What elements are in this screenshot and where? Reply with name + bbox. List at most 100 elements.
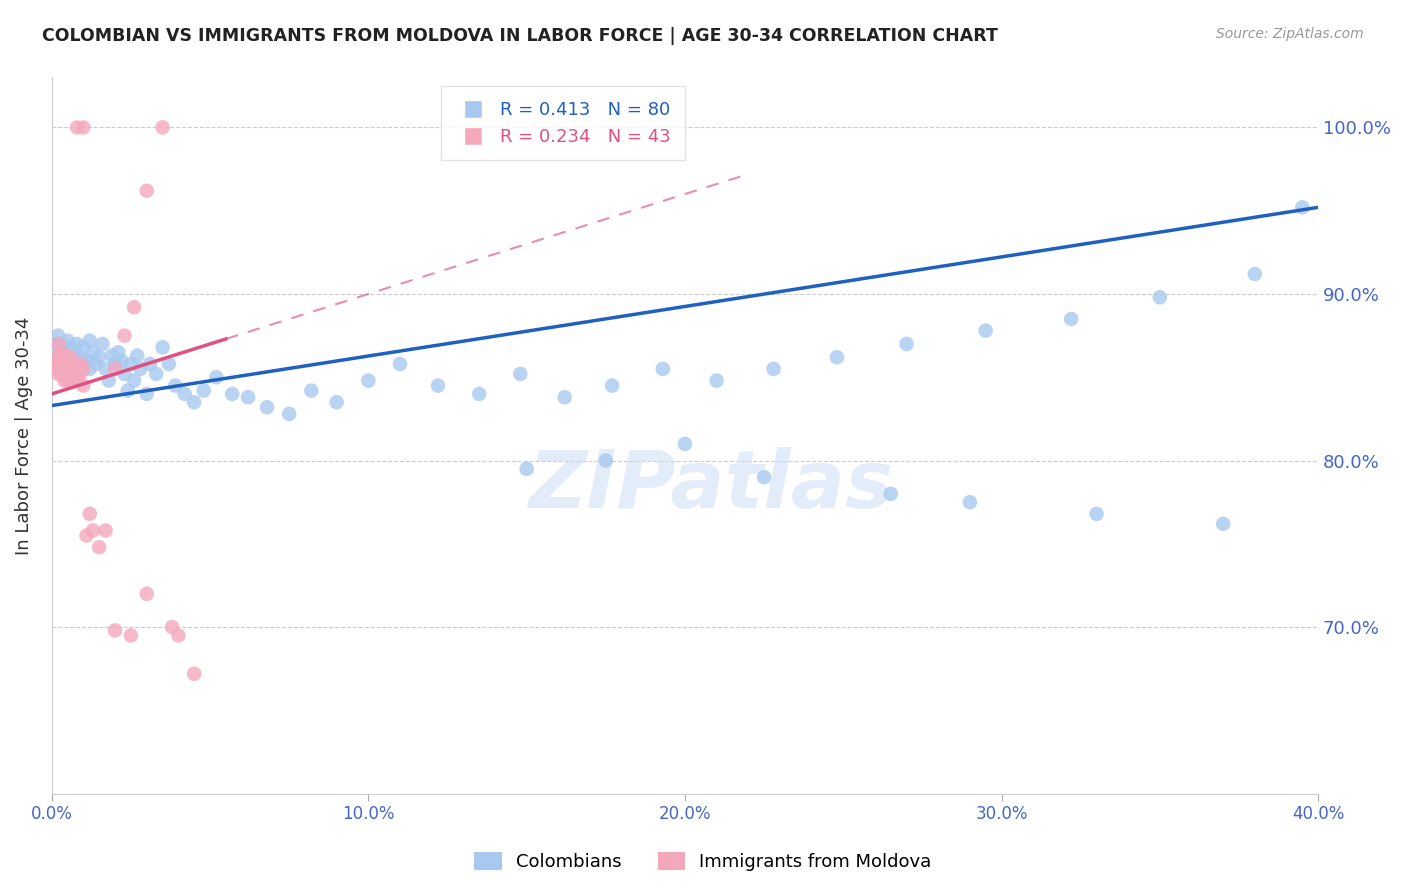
Point	[46, 337, 69, 351]
Point	[236, 390, 259, 404]
Point	[135, 387, 157, 401]
Point	[152, 340, 174, 354]
Point	[160, 620, 183, 634]
Point	[974, 324, 997, 338]
Point	[51, 345, 73, 359]
Point	[79, 362, 101, 376]
Point	[91, 337, 114, 351]
Point	[59, 374, 82, 388]
Point	[82, 345, 104, 359]
Point	[56, 353, 79, 368]
Point	[46, 328, 69, 343]
Point	[509, 367, 531, 381]
Point	[44, 337, 66, 351]
Point	[880, 487, 903, 501]
Point	[66, 337, 89, 351]
Point	[135, 587, 157, 601]
Point	[59, 357, 82, 371]
Point	[97, 374, 120, 388]
Point	[46, 357, 69, 371]
Point	[104, 362, 127, 376]
Point	[120, 357, 142, 371]
Point	[72, 378, 94, 392]
Point	[101, 349, 124, 363]
Point	[554, 390, 576, 404]
Point	[82, 524, 104, 538]
Point	[157, 357, 180, 371]
Point	[205, 370, 228, 384]
Point	[69, 357, 91, 371]
Point	[129, 362, 152, 376]
Point	[44, 362, 66, 376]
Point	[56, 334, 79, 348]
Point	[104, 624, 127, 638]
Point	[1291, 200, 1313, 214]
Point	[221, 387, 243, 401]
Point	[152, 120, 174, 135]
Point	[427, 378, 450, 392]
Point	[76, 353, 98, 368]
Point	[72, 340, 94, 354]
Point	[56, 374, 79, 388]
Point	[183, 395, 205, 409]
Point	[72, 120, 94, 135]
Point	[1212, 516, 1234, 531]
Point	[63, 367, 86, 381]
Point	[595, 453, 617, 467]
Point	[600, 378, 623, 392]
Point	[84, 357, 107, 371]
Point	[94, 524, 117, 538]
Point	[139, 357, 162, 371]
Point	[46, 351, 69, 365]
Point	[44, 349, 66, 363]
Text: Source: ZipAtlas.com: Source: ZipAtlas.com	[1216, 27, 1364, 41]
Point	[120, 628, 142, 642]
Point	[278, 407, 301, 421]
Point	[51, 337, 73, 351]
Point	[165, 378, 187, 392]
Point	[63, 349, 86, 363]
Point	[94, 362, 117, 376]
Point	[104, 357, 127, 371]
Point	[63, 357, 86, 371]
Point	[173, 387, 195, 401]
Point	[1085, 507, 1108, 521]
Point	[762, 362, 785, 376]
Point	[114, 328, 136, 343]
Point	[79, 507, 101, 521]
Point	[51, 351, 73, 365]
Point	[357, 374, 380, 388]
Point	[706, 374, 728, 388]
Point	[896, 337, 918, 351]
Point	[51, 367, 73, 381]
Y-axis label: In Labor Force | Age 30-34: In Labor Force | Age 30-34	[15, 317, 32, 555]
Point	[122, 301, 145, 315]
Point	[1243, 267, 1265, 281]
Point	[69, 351, 91, 365]
Point	[193, 384, 215, 398]
Point	[59, 362, 82, 376]
Point	[167, 628, 190, 642]
Point	[752, 470, 775, 484]
Point	[66, 359, 89, 373]
Text: COLOMBIAN VS IMMIGRANTS FROM MOLDOVA IN LABOR FORCE | AGE 30-34 CORRELATION CHAR: COLOMBIAN VS IMMIGRANTS FROM MOLDOVA IN …	[42, 27, 998, 45]
Point	[72, 362, 94, 376]
Point	[299, 384, 322, 398]
Point	[72, 357, 94, 371]
Point	[66, 362, 89, 376]
Point	[117, 384, 139, 398]
Point	[468, 387, 491, 401]
Point	[127, 349, 149, 363]
Point	[53, 349, 76, 363]
Point	[256, 401, 278, 415]
Point	[1149, 290, 1171, 304]
Legend: Colombians, Immigrants from Moldova: Colombians, Immigrants from Moldova	[467, 845, 939, 879]
Point	[135, 184, 157, 198]
Point	[183, 666, 205, 681]
Text: ZIPatlas: ZIPatlas	[527, 447, 893, 524]
Point	[114, 367, 136, 381]
Point	[79, 334, 101, 348]
Point	[516, 462, 538, 476]
Point	[59, 351, 82, 365]
Point	[825, 351, 848, 365]
